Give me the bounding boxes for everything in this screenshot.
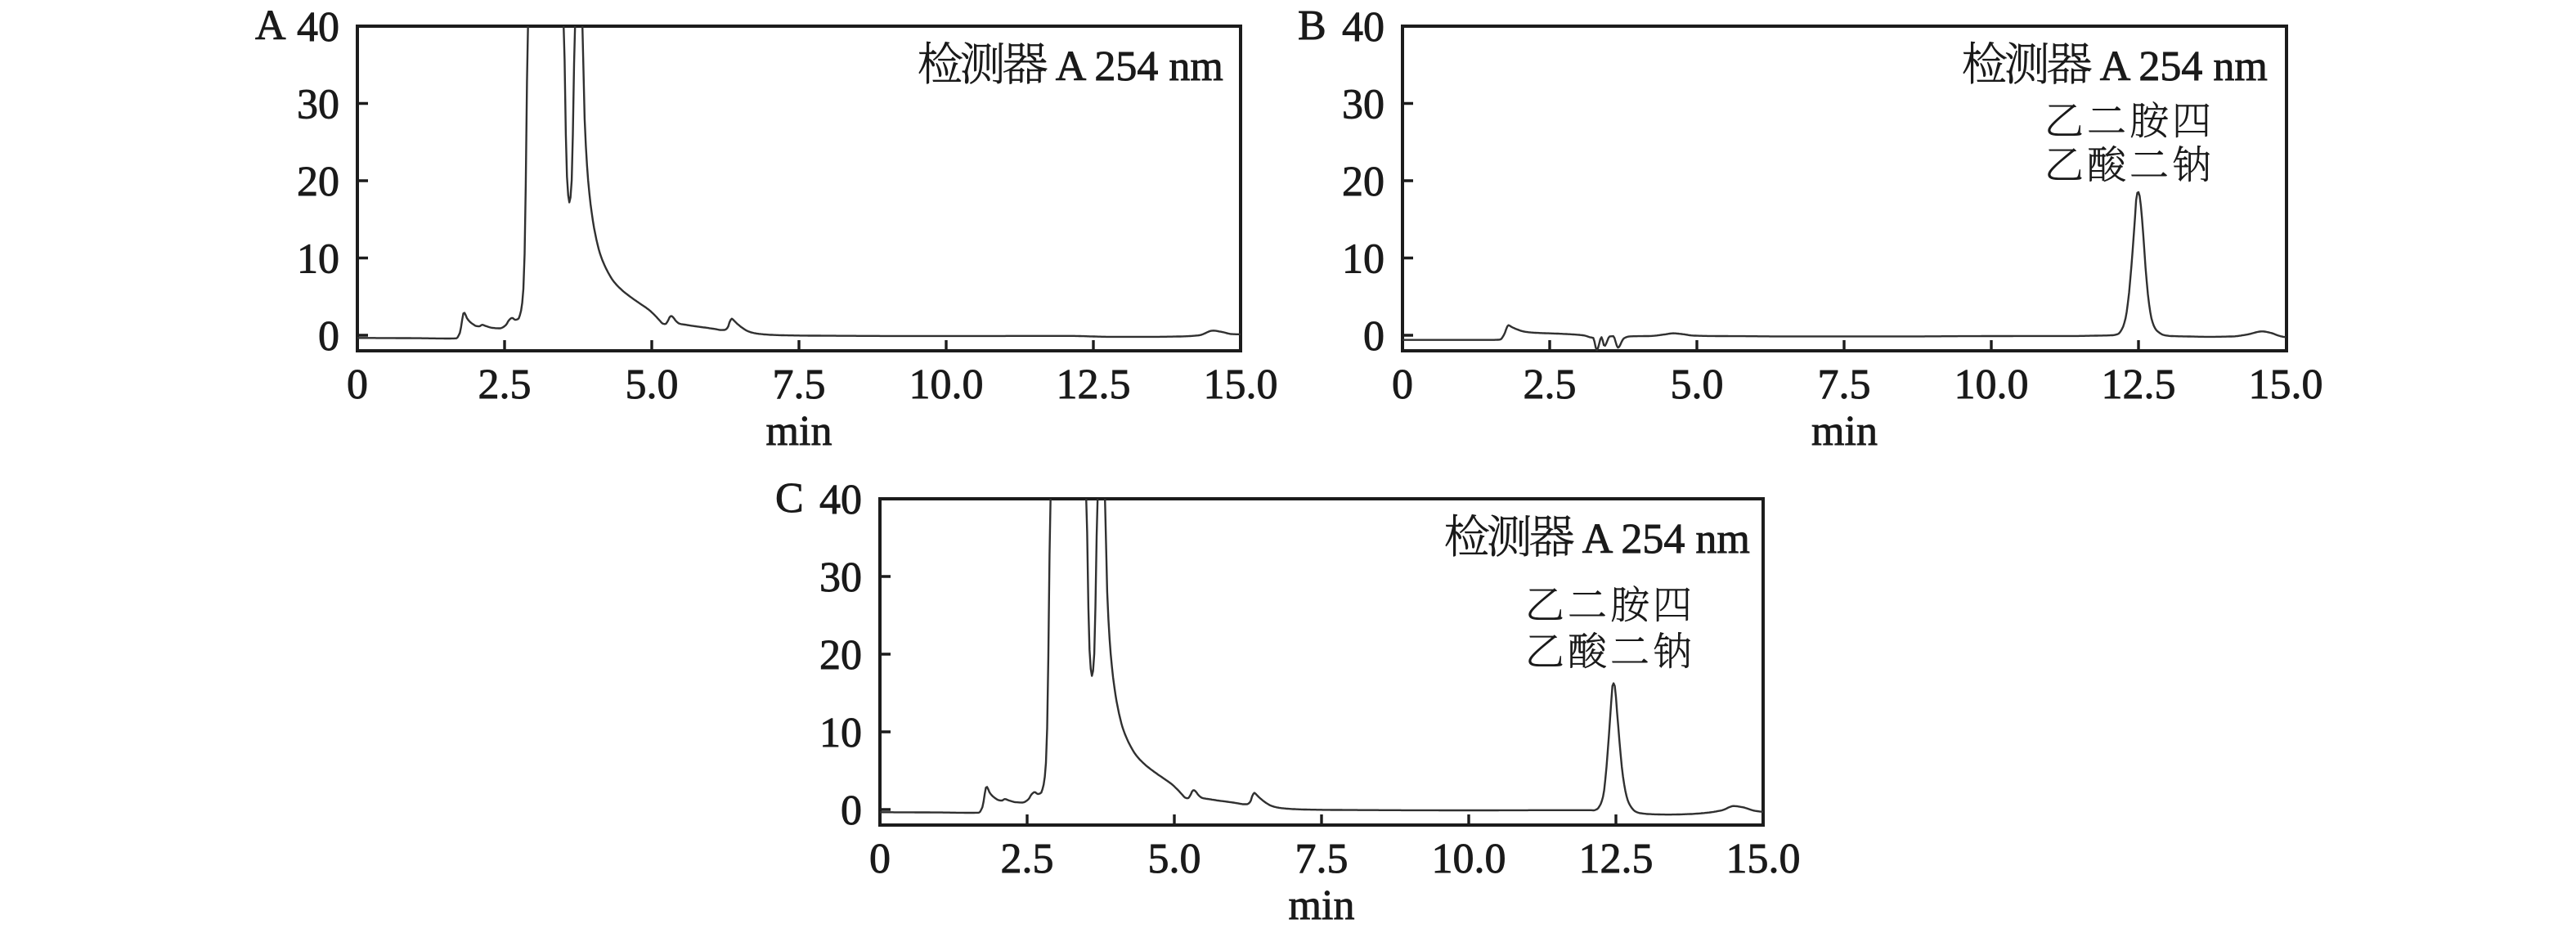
svg-text:5.0: 5.0 — [1671, 361, 1724, 408]
svg-text:0: 0 — [1392, 361, 1413, 408]
svg-text:40: 40 — [297, 4, 339, 51]
svg-text:20: 20 — [297, 159, 339, 205]
svg-text:15.0: 15.0 — [1204, 361, 1278, 408]
svg-text:15.0: 15.0 — [1726, 836, 1801, 882]
svg-text:0: 0 — [347, 361, 368, 408]
svg-text:40: 40 — [1342, 4, 1384, 51]
svg-text:40: 40 — [819, 477, 862, 523]
svg-text:10: 10 — [297, 235, 339, 282]
svg-text:12.5: 12.5 — [2102, 361, 2176, 408]
svg-text:A 254 nm: A 254 nm — [1056, 43, 1223, 90]
svg-text:0: 0 — [318, 313, 339, 360]
svg-text:min: min — [1289, 882, 1355, 929]
svg-text:0: 0 — [841, 787, 862, 834]
svg-text:10.0: 10.0 — [909, 361, 984, 408]
svg-text:10.0: 10.0 — [1432, 836, 1506, 882]
svg-text:0: 0 — [1363, 313, 1384, 360]
svg-text:0: 0 — [869, 836, 891, 882]
svg-text:min: min — [766, 408, 832, 455]
svg-text:7.5: 7.5 — [1295, 836, 1349, 882]
svg-text:10: 10 — [819, 710, 862, 756]
svg-text:A 254 nm: A 254 nm — [1582, 516, 1750, 563]
svg-text:2.5: 2.5 — [1001, 836, 1054, 882]
svg-text:2.5: 2.5 — [1524, 361, 1577, 408]
svg-text:min: min — [1811, 408, 1878, 455]
svg-text:5.0: 5.0 — [1148, 836, 1201, 882]
svg-text:12.5: 12.5 — [1579, 836, 1654, 882]
svg-text:2.5: 2.5 — [478, 361, 532, 408]
svg-text:B: B — [1298, 2, 1326, 49]
svg-text:20: 20 — [1342, 159, 1384, 205]
svg-text:30: 30 — [297, 81, 339, 128]
svg-text:C: C — [775, 475, 804, 522]
svg-text:5.0: 5.0 — [626, 361, 679, 408]
svg-text:7.5: 7.5 — [773, 361, 826, 408]
svg-text:12.5: 12.5 — [1057, 361, 1131, 408]
svg-text:30: 30 — [1342, 81, 1384, 128]
svg-text:A 254 nm: A 254 nm — [2100, 43, 2268, 90]
svg-text:15.0: 15.0 — [2249, 361, 2323, 408]
svg-text:10.0: 10.0 — [1954, 361, 2029, 408]
svg-text:30: 30 — [819, 554, 862, 601]
svg-text:A: A — [255, 2, 286, 49]
svg-text:10: 10 — [1342, 235, 1384, 282]
svg-text:7.5: 7.5 — [1818, 361, 1871, 408]
svg-text:20: 20 — [819, 632, 862, 679]
